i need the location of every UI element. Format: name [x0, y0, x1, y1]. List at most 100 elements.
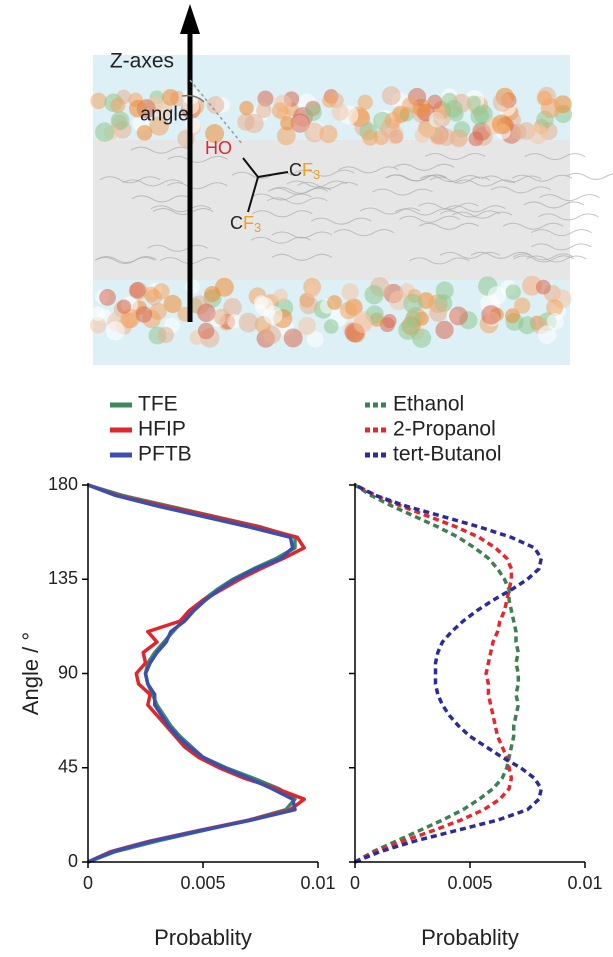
lipid-head: [306, 330, 324, 348]
lipid-head: [435, 281, 454, 300]
y-tick-label: 90: [58, 662, 78, 682]
series-line: [87, 483, 297, 864]
lipid-head: [205, 124, 225, 144]
lipid-tail: [470, 251, 532, 259]
lipid-head: [514, 297, 531, 314]
lipid-tail: [445, 205, 506, 213]
lipid-head: [239, 100, 254, 116]
lipid-head: [433, 109, 451, 128]
lipid-tail: [99, 176, 161, 184]
lipid-tail: [167, 155, 228, 163]
lipid-tail: [386, 174, 448, 182]
lipid-tail: [490, 186, 552, 194]
lipid-head: [444, 99, 463, 118]
lipid-tail: [267, 197, 328, 205]
lipid-head: [353, 313, 373, 333]
lipid-head: [99, 289, 116, 306]
lipid-tail: [399, 215, 460, 223]
lipid-head: [197, 322, 215, 340]
lipid-tail: [131, 195, 193, 203]
lipid-head: [537, 325, 557, 344]
lipid-tail: [513, 255, 574, 263]
lipid-tail: [439, 251, 501, 259]
z-axis-label: Z-axes: [110, 50, 174, 73]
y-tick-label: 135: [48, 568, 78, 588]
molecule-axis: [189, 79, 244, 146]
lipid-head: [305, 283, 320, 298]
lipid-head: [110, 97, 126, 114]
arrow-head: [180, 4, 200, 34]
lipid-head: [136, 124, 153, 141]
lipid-tail: [122, 179, 183, 187]
lipid-head: [94, 122, 115, 142]
lipid-tail: [333, 229, 395, 237]
lipid-tail: [424, 152, 486, 160]
lipid-head: [518, 316, 537, 335]
lipid-tail: [294, 169, 355, 177]
lipid-head: [528, 124, 549, 145]
series-line: [87, 483, 297, 864]
lipid-head: [298, 316, 317, 335]
lipid-tail: [338, 166, 399, 174]
lipid-tail: [419, 175, 481, 183]
lipid-head: [492, 92, 512, 112]
lipid-tail: [251, 193, 312, 201]
lipid-head: [120, 308, 140, 329]
lipid-head: [304, 103, 322, 121]
lipid-head: [339, 301, 358, 320]
lipid-tail: [439, 210, 501, 218]
lipid-head: [448, 306, 468, 326]
lipid-tail: [152, 208, 214, 216]
lipid-head: [505, 284, 521, 300]
lipid-head: [402, 97, 418, 113]
lipid-head: [470, 106, 490, 126]
lipid-tail: [531, 243, 592, 251]
lipid-tail: [429, 176, 491, 184]
lipid-tail: [147, 244, 208, 252]
x-tick-label: 0.01: [567, 873, 602, 893]
lipid-head: [341, 283, 359, 301]
legend-label: HFIP: [138, 418, 186, 441]
lipid-head: [244, 113, 264, 134]
lipid-tail: [539, 194, 600, 202]
lipid-tail: [94, 256, 156, 264]
lipid-tail: [394, 208, 456, 216]
lipid-tail: [310, 217, 372, 225]
y-axis-label: Angle / °: [18, 632, 43, 715]
lipid-head: [143, 286, 160, 303]
lipid-head: [135, 306, 153, 323]
angle-arc: [181, 94, 205, 103]
x-tick-label: 0.005: [180, 873, 225, 893]
lipid-tail: [252, 210, 313, 218]
lipid-head: [256, 102, 272, 119]
lipid-tail: [502, 222, 564, 230]
lipid-tail: [511, 174, 573, 182]
angle-label: angle: [140, 103, 189, 125]
lipid-head: [110, 111, 130, 130]
lipid-head: [403, 293, 423, 314]
lipid-head: [254, 296, 274, 316]
lipid-head: [213, 308, 231, 326]
series-line: [87, 483, 306, 864]
lipid-head: [382, 313, 397, 329]
lipid-head: [505, 308, 520, 324]
lipid-head: [238, 312, 259, 333]
subscript: 3: [254, 220, 261, 235]
lipid-head: [162, 88, 179, 106]
lipid-head: [491, 114, 512, 135]
hydroxyl-label: HO: [205, 138, 232, 158]
lipid-head: [116, 299, 132, 314]
lipid-head: [157, 326, 174, 344]
lipid-head: [257, 90, 274, 107]
x-axis-label: Probablity: [421, 925, 519, 950]
lipid-head: [129, 282, 146, 299]
lipid-head: [331, 103, 349, 121]
atom: F: [243, 213, 254, 233]
lipid-head: [273, 288, 288, 303]
lipid-head: [322, 93, 337, 108]
lipid-tail: [250, 236, 312, 244]
subscript: 3: [313, 167, 320, 182]
lipid-tail: [531, 229, 592, 237]
lipid-head: [226, 314, 242, 329]
legend-label: PFTB: [138, 443, 192, 466]
